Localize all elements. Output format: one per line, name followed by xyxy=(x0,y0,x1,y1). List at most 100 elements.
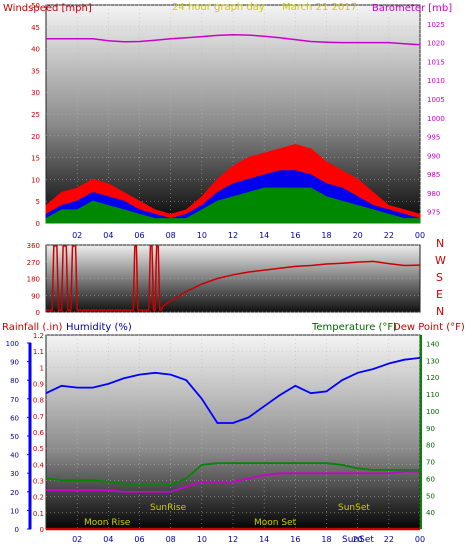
temp-tick-0: 40 xyxy=(426,509,435,517)
rain-tick-12: 1.2 xyxy=(33,332,44,340)
humidity-tick-4: 40 xyxy=(10,452,19,460)
temp-xtick-5: 12 xyxy=(228,535,238,544)
rain-tick-7: 0.7 xyxy=(33,413,44,421)
event-label-moon-set: Moon Set xyxy=(254,518,297,528)
temp-xtick-9: 20 xyxy=(353,535,363,544)
rain-tick-9: 0.9 xyxy=(33,381,44,389)
humidity-tick-0: 0 xyxy=(15,526,19,534)
graph-date: March 21 2017 xyxy=(282,2,357,13)
wind-xtick-4: 10 xyxy=(197,231,207,240)
barometer-axis-title: Barometer [mb] xyxy=(372,3,452,14)
wind-tick-8: 40 xyxy=(31,46,40,54)
humidity-tick-6: 60 xyxy=(10,414,19,422)
baro-tick-6: 1005 xyxy=(427,96,445,104)
humidity-tick-8: 80 xyxy=(10,377,19,385)
humidity-tick-10: 100 xyxy=(6,340,19,348)
temp-tick-2: 60 xyxy=(426,475,435,483)
temp-xtick-10: 22 xyxy=(384,535,394,544)
temp-tick-3: 70 xyxy=(426,459,435,467)
baro-tick-1: 980 xyxy=(427,190,440,198)
wind-xtick-11: 00 xyxy=(415,231,425,240)
wind-tick-3: 15 xyxy=(31,155,40,163)
dir-tick-4: 360 xyxy=(27,242,40,250)
wind-tick-2: 10 xyxy=(31,176,40,184)
wind-tick-7: 35 xyxy=(31,67,40,75)
baro-tick-5: 1000 xyxy=(427,115,445,123)
temp-tick-8: 120 xyxy=(426,374,439,382)
rain-tick-4: 0.4 xyxy=(33,461,45,469)
temp-tick-9: 130 xyxy=(426,357,439,365)
temp-tick-5: 90 xyxy=(426,425,435,433)
baro-tick-0: 975 xyxy=(427,209,440,217)
rain-tick-0: 0 xyxy=(40,526,44,534)
baro-tick-3: 990 xyxy=(427,152,440,160)
temp-xtick-6: 14 xyxy=(259,535,269,544)
dir-tick-2: 180 xyxy=(27,276,40,284)
rain-tick-2: 0.2 xyxy=(33,494,44,502)
humidity-tick-9: 90 xyxy=(10,359,19,367)
humidity-tick-1: 10 xyxy=(10,507,19,515)
temp-xtick-7: 16 xyxy=(290,535,300,544)
dir-label-w: W xyxy=(435,254,446,267)
wind-xtick-9: 20 xyxy=(353,231,363,240)
dir-label-n: N xyxy=(436,237,444,250)
event-label-sunset: SunSet xyxy=(338,503,370,513)
wind-tick-1: 5 xyxy=(36,198,40,206)
event-label-sunset-axis: SunSet xyxy=(342,535,374,545)
event-label-sunrise: SunRise xyxy=(150,503,187,513)
temp-tick-4: 80 xyxy=(426,442,435,450)
rain-tick-3: 0.3 xyxy=(33,478,44,486)
humidity-tick-3: 30 xyxy=(10,470,19,478)
baro-tick-9: 1020 xyxy=(427,40,445,48)
rain-tick-10: 1 xyxy=(40,364,44,372)
dir-label-n2: N xyxy=(436,305,444,318)
dir-tick-3: 270 xyxy=(27,259,40,267)
dir-tick-0: 0 xyxy=(36,309,40,317)
wind-tick-4: 20 xyxy=(31,133,40,141)
wind-xtick-6: 14 xyxy=(259,231,269,240)
temp-xtick-3: 08 xyxy=(166,535,176,544)
wind-xtick-0: 02 xyxy=(72,231,82,240)
avgwind-area xyxy=(45,187,421,224)
humidity-tick-2: 20 xyxy=(10,489,19,497)
wind-xtick-3: 08 xyxy=(166,231,176,240)
temp-tick-10: 140 xyxy=(426,340,439,348)
humidity-tick-7: 70 xyxy=(10,396,19,404)
temp-tick-6: 100 xyxy=(426,408,439,416)
temp-xtick-2: 06 xyxy=(134,535,144,544)
wind-xtick-1: 04 xyxy=(103,231,113,240)
wind-xtick-8: 18 xyxy=(321,231,331,240)
temp-tick-1: 50 xyxy=(426,492,435,500)
baro-tick-2: 985 xyxy=(427,171,440,179)
direction-plot-area xyxy=(45,244,421,313)
series-layer xyxy=(45,33,421,531)
rain-tick-5: 0.5 xyxy=(33,445,44,453)
baro-tick-10: 1025 xyxy=(427,21,445,29)
wind-tick-6: 30 xyxy=(31,89,40,97)
wind-xtick-7: 16 xyxy=(290,231,300,240)
dewpoint-line xyxy=(46,470,420,493)
wind-xtick-10: 22 xyxy=(384,231,394,240)
rain-tick-11: 1.1 xyxy=(33,348,44,356)
baro-tick-4: 995 xyxy=(427,134,440,142)
wind-tick-9: 45 xyxy=(31,24,40,32)
tick-labels: 0510152025303540455097598098599099510001… xyxy=(6,2,445,544)
dir-label-s: S xyxy=(436,271,443,284)
graph-period-title: 24 hour graph day xyxy=(172,2,265,13)
rain-tick-1: 0.1 xyxy=(33,510,44,518)
temp-xtick-8: 18 xyxy=(321,535,331,544)
dir-label-e: E xyxy=(436,288,443,301)
baro-tick-7: 1010 xyxy=(427,77,445,85)
event-label-moon-rise: Moon Rise xyxy=(84,518,131,528)
baro-tick-8: 1015 xyxy=(427,58,445,66)
rain-tick-6: 0.6 xyxy=(33,429,45,437)
temp-xtick-11: 00 xyxy=(415,535,425,544)
wind-xtick-5: 12 xyxy=(228,231,238,240)
temperature-axis-title: Temperature (°F) xyxy=(311,322,397,333)
humidity-axis-title: Humidity (%) xyxy=(66,322,132,333)
temp-xtick-4: 10 xyxy=(197,535,207,544)
windspeed-axis-title: Windspeed [mph] xyxy=(3,3,92,14)
temp-xtick-0: 02 xyxy=(72,535,82,544)
temperature-line xyxy=(45,462,420,486)
